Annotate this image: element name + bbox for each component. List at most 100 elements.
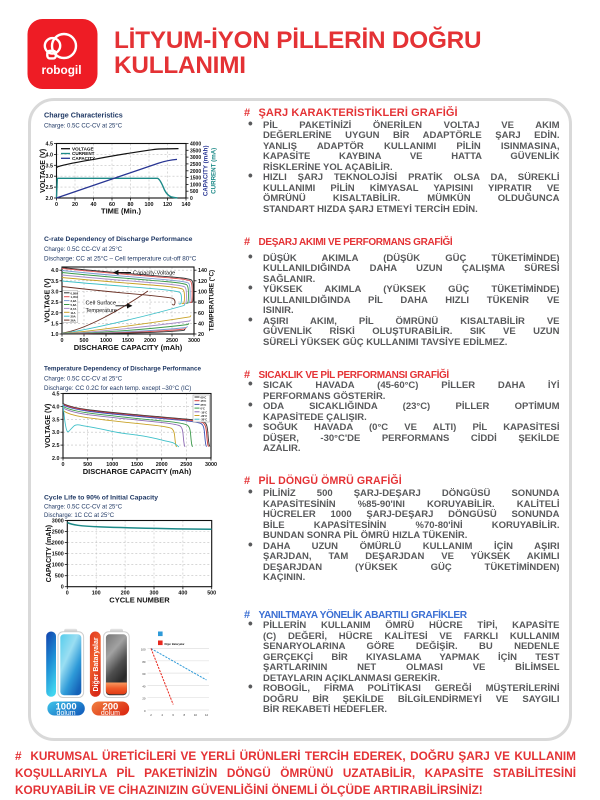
svg-text:2.0: 2.0 [52,456,60,462]
svg-text:500: 500 [83,462,92,468]
svg-text:40: 40 [198,321,204,327]
svg-text:20: 20 [72,202,78,208]
svg-text:Diğer Bataryalar: Diğer Bataryalar [93,637,100,691]
svg-text:80: 80 [198,300,204,306]
svg-text:Charge: 0.5C CC-CV at 25°C: Charge: 0.5C CC-CV at 25°C [44,376,123,382]
svg-text:VOLTAGE (V): VOLTAGE (V) [40,149,47,193]
svg-text:DISCHARGE CAPACITY (mAh): DISCHARGE CAPACITY (mAh) [74,343,183,352]
svg-text:3500: 3500 [190,148,201,154]
svg-text:1.0: 1.0 [51,332,59,338]
svg-text:2: 2 [150,713,152,717]
svg-text:25°C: 25°C [201,403,207,407]
svg-text:2000: 2000 [190,169,201,175]
svg-text:80: 80 [142,660,146,664]
svg-text:140: 140 [182,202,191,208]
svg-text:20A: 20A [71,315,76,319]
svg-text:4.0: 4.0 [52,404,60,410]
svg-text:2,9A: 2,9A [71,299,77,303]
svg-text:8: 8 [184,713,186,717]
svg-text:400: 400 [178,591,187,597]
svg-text:140: 140 [198,268,207,274]
svg-text:100: 100 [145,202,154,208]
svg-text:Capacity-Voltage: Capacity-Voltage [133,271,175,277]
svg-text:26A: 26A [71,319,76,323]
svg-text:CURRENT: CURRENT [72,151,95,156]
svg-text:4.5: 4.5 [46,142,54,148]
svg-text:0: 0 [61,338,64,344]
svg-text:Diğer Bataryalar: Diğer Bataryalar [165,642,185,646]
svg-text:0: 0 [190,196,193,202]
svg-text:120: 120 [163,202,172,208]
svg-text:11A: 11A [71,311,76,315]
svg-text:10: 10 [194,713,198,717]
svg-text:C-rate Dependency of Discharge: C-rate Dependency of Discharge Performan… [44,236,193,243]
svg-text:1,45A: 1,45A [71,295,78,299]
svg-text:VOLTAGE: VOLTAGE [72,146,94,151]
svg-text:3000: 3000 [52,519,64,525]
svg-text:2.0: 2.0 [51,311,59,317]
svg-text:2.5: 2.5 [52,443,60,449]
svg-text:0°C: 0°C [201,407,205,411]
svg-text:-30°C: -30°C [201,418,208,422]
svg-text:60: 60 [109,202,115,208]
svg-text:VOLTAGE (V): VOLTAGE (V) [45,404,52,448]
svg-text:3000: 3000 [188,338,200,344]
svg-text:20: 20 [142,697,146,701]
svg-text:3000: 3000 [205,462,217,468]
svg-text:500: 500 [55,574,64,580]
svg-text:Discharge: CC at 25°C – Cell t: Discharge: CC at 25°C – Cell temperature… [44,254,197,262]
svg-text:2500: 2500 [166,338,178,344]
svg-text:Cell Surface: Cell Surface [86,301,116,307]
svg-text:100: 100 [198,290,207,296]
svg-text:1000: 1000 [52,563,64,569]
svg-text:200: 200 [102,702,118,713]
svg-text:2500: 2500 [52,530,64,536]
svg-text:TEMPERATURE (°C): TEMPERATURE (°C) [208,270,216,331]
svg-text:3.5: 3.5 [52,417,60,423]
svg-text:Temperature Dependency of Disc: Temperature Dependency of Discharge Perf… [44,366,202,373]
svg-text:200: 200 [121,591,130,597]
svg-text:1500: 1500 [122,338,134,344]
svg-text:1500: 1500 [52,552,64,558]
svg-text:0: 0 [62,462,65,468]
svg-text:CURRENT (mA): CURRENT (mA) [211,148,218,194]
svg-text:12: 12 [205,713,209,717]
svg-text:2000: 2000 [144,338,156,344]
svg-text:2.5: 2.5 [46,185,54,191]
svg-text:45°C: 45°C [201,399,207,403]
svg-text:0,58A: 0,58A [71,291,78,295]
svg-text:80: 80 [128,202,134,208]
svg-text:1000: 1000 [100,338,112,344]
svg-text:4: 4 [161,713,163,717]
svg-text:2.5: 2.5 [51,300,59,306]
svg-text:VOLTAGE (V): VOLTAGE (V) [45,278,52,322]
svg-text:0: 0 [61,585,64,591]
svg-text:4.0: 4.0 [46,152,54,158]
svg-text:DISCHARGE CAPACITY (mAh): DISCHARGE CAPACITY (mAh) [83,467,192,476]
svg-text:Charge Characteristics: Charge Characteristics [44,111,123,120]
svg-text:8,7A: 8,7A [71,307,77,311]
svg-text:2500: 2500 [190,162,201,168]
svg-text:dolum: dolum [57,710,76,717]
svg-text:500: 500 [80,338,89,344]
svg-text:1000: 1000 [106,462,118,468]
svg-text:3.0: 3.0 [52,430,60,436]
svg-text:CYCLE NUMBER: CYCLE NUMBER [109,596,170,605]
svg-text:Temperature: Temperature [86,308,117,314]
svg-text:500: 500 [190,189,199,195]
svg-text:dolum: dolum [101,710,120,717]
svg-text:1500: 1500 [131,462,143,468]
svg-text:robogil: robogil [42,63,82,77]
svg-text:300: 300 [150,591,159,597]
svg-text:3.5: 3.5 [46,163,54,169]
svg-text:Discharge: 1C CC at 25°C: Discharge: 1C CC at 25°C [44,513,115,519]
svg-text:-10°C: -10°C [201,410,208,414]
svg-text:3.5: 3.5 [51,279,59,285]
svg-text:2.0: 2.0 [46,196,54,202]
svg-text:5,8A: 5,8A [71,303,77,307]
svg-text:1000: 1000 [190,182,201,188]
svg-text:Charge: 0.5C CC-CV at 25°C: Charge: 0.5C CC-CV at 25°C [44,123,123,129]
svg-text:Charge: 0.5C CC-CV at 25°C: Charge: 0.5C CC-CV at 25°C [44,504,123,510]
svg-text:4.5: 4.5 [52,392,60,398]
svg-text:TIME (Min.): TIME (Min.) [101,207,141,216]
